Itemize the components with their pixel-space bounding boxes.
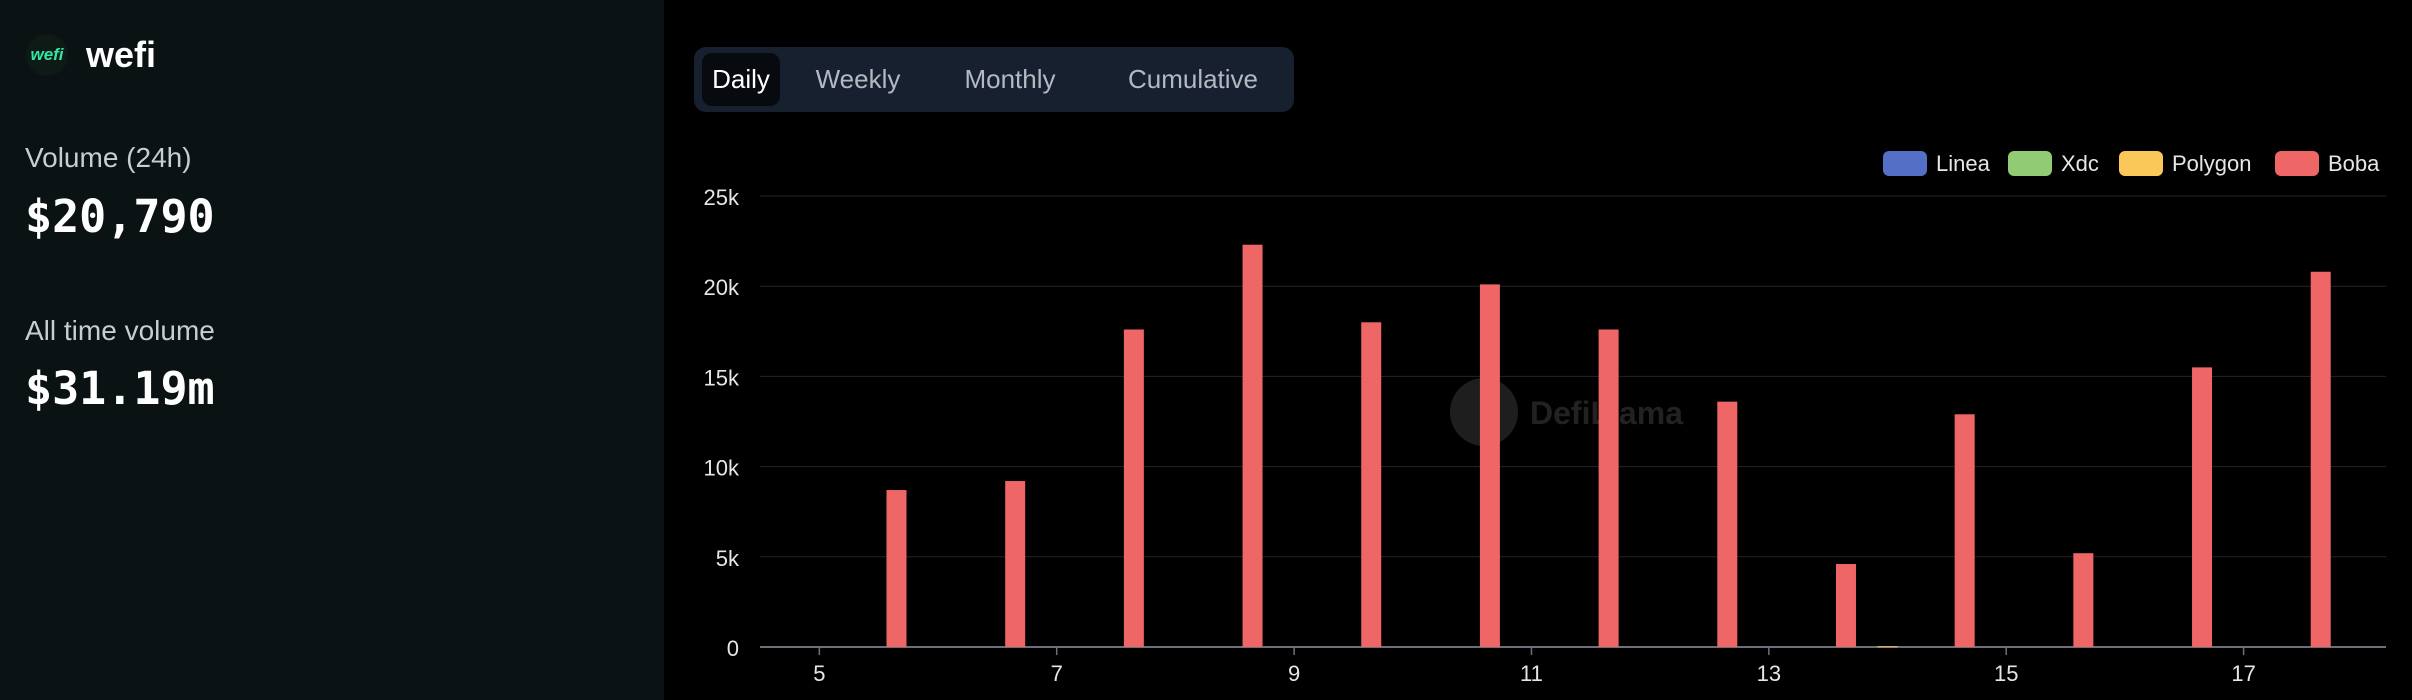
chart-legend[interactable]: Linea Xdc Polygon Boba — [1883, 151, 2380, 176]
x-tick-label: 15 — [1994, 661, 2018, 686]
defillama-logo-icon — [1450, 378, 1518, 446]
x-tick-label: 17 — [2231, 661, 2255, 686]
y-tick-label: 0 — [727, 636, 739, 661]
y-tick-label: 10k — [704, 456, 740, 481]
chart-grid — [760, 195, 2386, 648]
x-tick-label: 9 — [1288, 661, 1300, 686]
bar-boba[interactable] — [1835, 564, 1856, 647]
legend-item-polygon[interactable]: Polygon — [2119, 151, 2252, 176]
wefi-logo-icon: wefi — [26, 34, 68, 76]
bar-boba[interactable] — [1479, 284, 1500, 647]
y-axis: 0 5k 10k 15k 20k 25k — [704, 185, 740, 661]
sidebar: wefi wefi Volume (24h) $20,790 All time … — [0, 0, 664, 700]
bar-boba[interactable] — [2073, 553, 2094, 647]
x-tick-label: 11 — [1520, 661, 1543, 686]
legend-label: Boba — [2328, 151, 2380, 176]
legend-item-boba[interactable]: Boba — [2275, 151, 2380, 176]
y-tick-label: 20k — [704, 275, 740, 300]
tab-monthly[interactable]: Monthly — [964, 64, 1056, 94]
bar-boba[interactable] — [1598, 329, 1619, 647]
tab-cumulative[interactable]: Cumulative — [1127, 64, 1259, 94]
bar-boba[interactable] — [1954, 414, 1975, 647]
all-time-volume-value: $31.19m — [25, 362, 215, 415]
volume-24h-value: $20,790 — [25, 190, 215, 243]
all-time-volume-label: All time volume — [25, 315, 215, 346]
legend-swatch — [2008, 151, 2052, 176]
tab-daily[interactable]: Daily — [702, 53, 780, 106]
legend-swatch — [1883, 151, 1927, 176]
watermark-text: DefiLlama — [1530, 395, 1683, 431]
bar-boba[interactable] — [1242, 244, 1263, 647]
legend-label: Polygon — [2172, 151, 2252, 176]
bar-boba[interactable] — [1005, 481, 1026, 647]
bar-polygon[interactable] — [1877, 646, 1898, 648]
period-tabs: Daily Weekly Monthly Cumulative — [694, 47, 1294, 112]
x-axis: 5 7 9 11 13 15 17 — [813, 647, 2256, 686]
bar-boba[interactable] — [1717, 401, 1738, 647]
volume-24h-label: Volume (24h) — [25, 142, 192, 173]
y-tick-label: 15k — [704, 365, 740, 390]
bar-boba[interactable] — [1361, 322, 1382, 647]
legend-swatch — [2119, 151, 2163, 176]
brand: wefi wefi — [26, 34, 156, 76]
x-tick-label: 7 — [1051, 661, 1063, 686]
bar-boba[interactable] — [2192, 367, 2213, 647]
legend-label: Xdc — [2061, 151, 2099, 176]
bar-boba[interactable] — [2310, 271, 2331, 647]
app-name: wefi — [86, 34, 157, 75]
legend-item-linea[interactable]: Linea — [1883, 151, 1991, 176]
defillama-watermark: DefiLlama — [1450, 378, 1683, 446]
legend-label: Linea — [1936, 151, 1991, 176]
bar-boba[interactable] — [886, 490, 907, 647]
legend-item-xdc[interactable]: Xdc — [2008, 151, 2099, 176]
tab-weekly[interactable]: Weekly — [815, 64, 901, 94]
bar-boba[interactable] — [1123, 329, 1144, 647]
chart-bars — [886, 244, 2331, 648]
legend-swatch — [2275, 151, 2319, 176]
main-panel: Daily Weekly Monthly Cumulative DefiLlam… — [664, 0, 2412, 700]
y-tick-label: 5k — [716, 546, 740, 571]
y-tick-label: 25k — [704, 185, 740, 210]
x-tick-label: 13 — [1757, 661, 1781, 686]
x-tick-label: 5 — [813, 661, 825, 686]
